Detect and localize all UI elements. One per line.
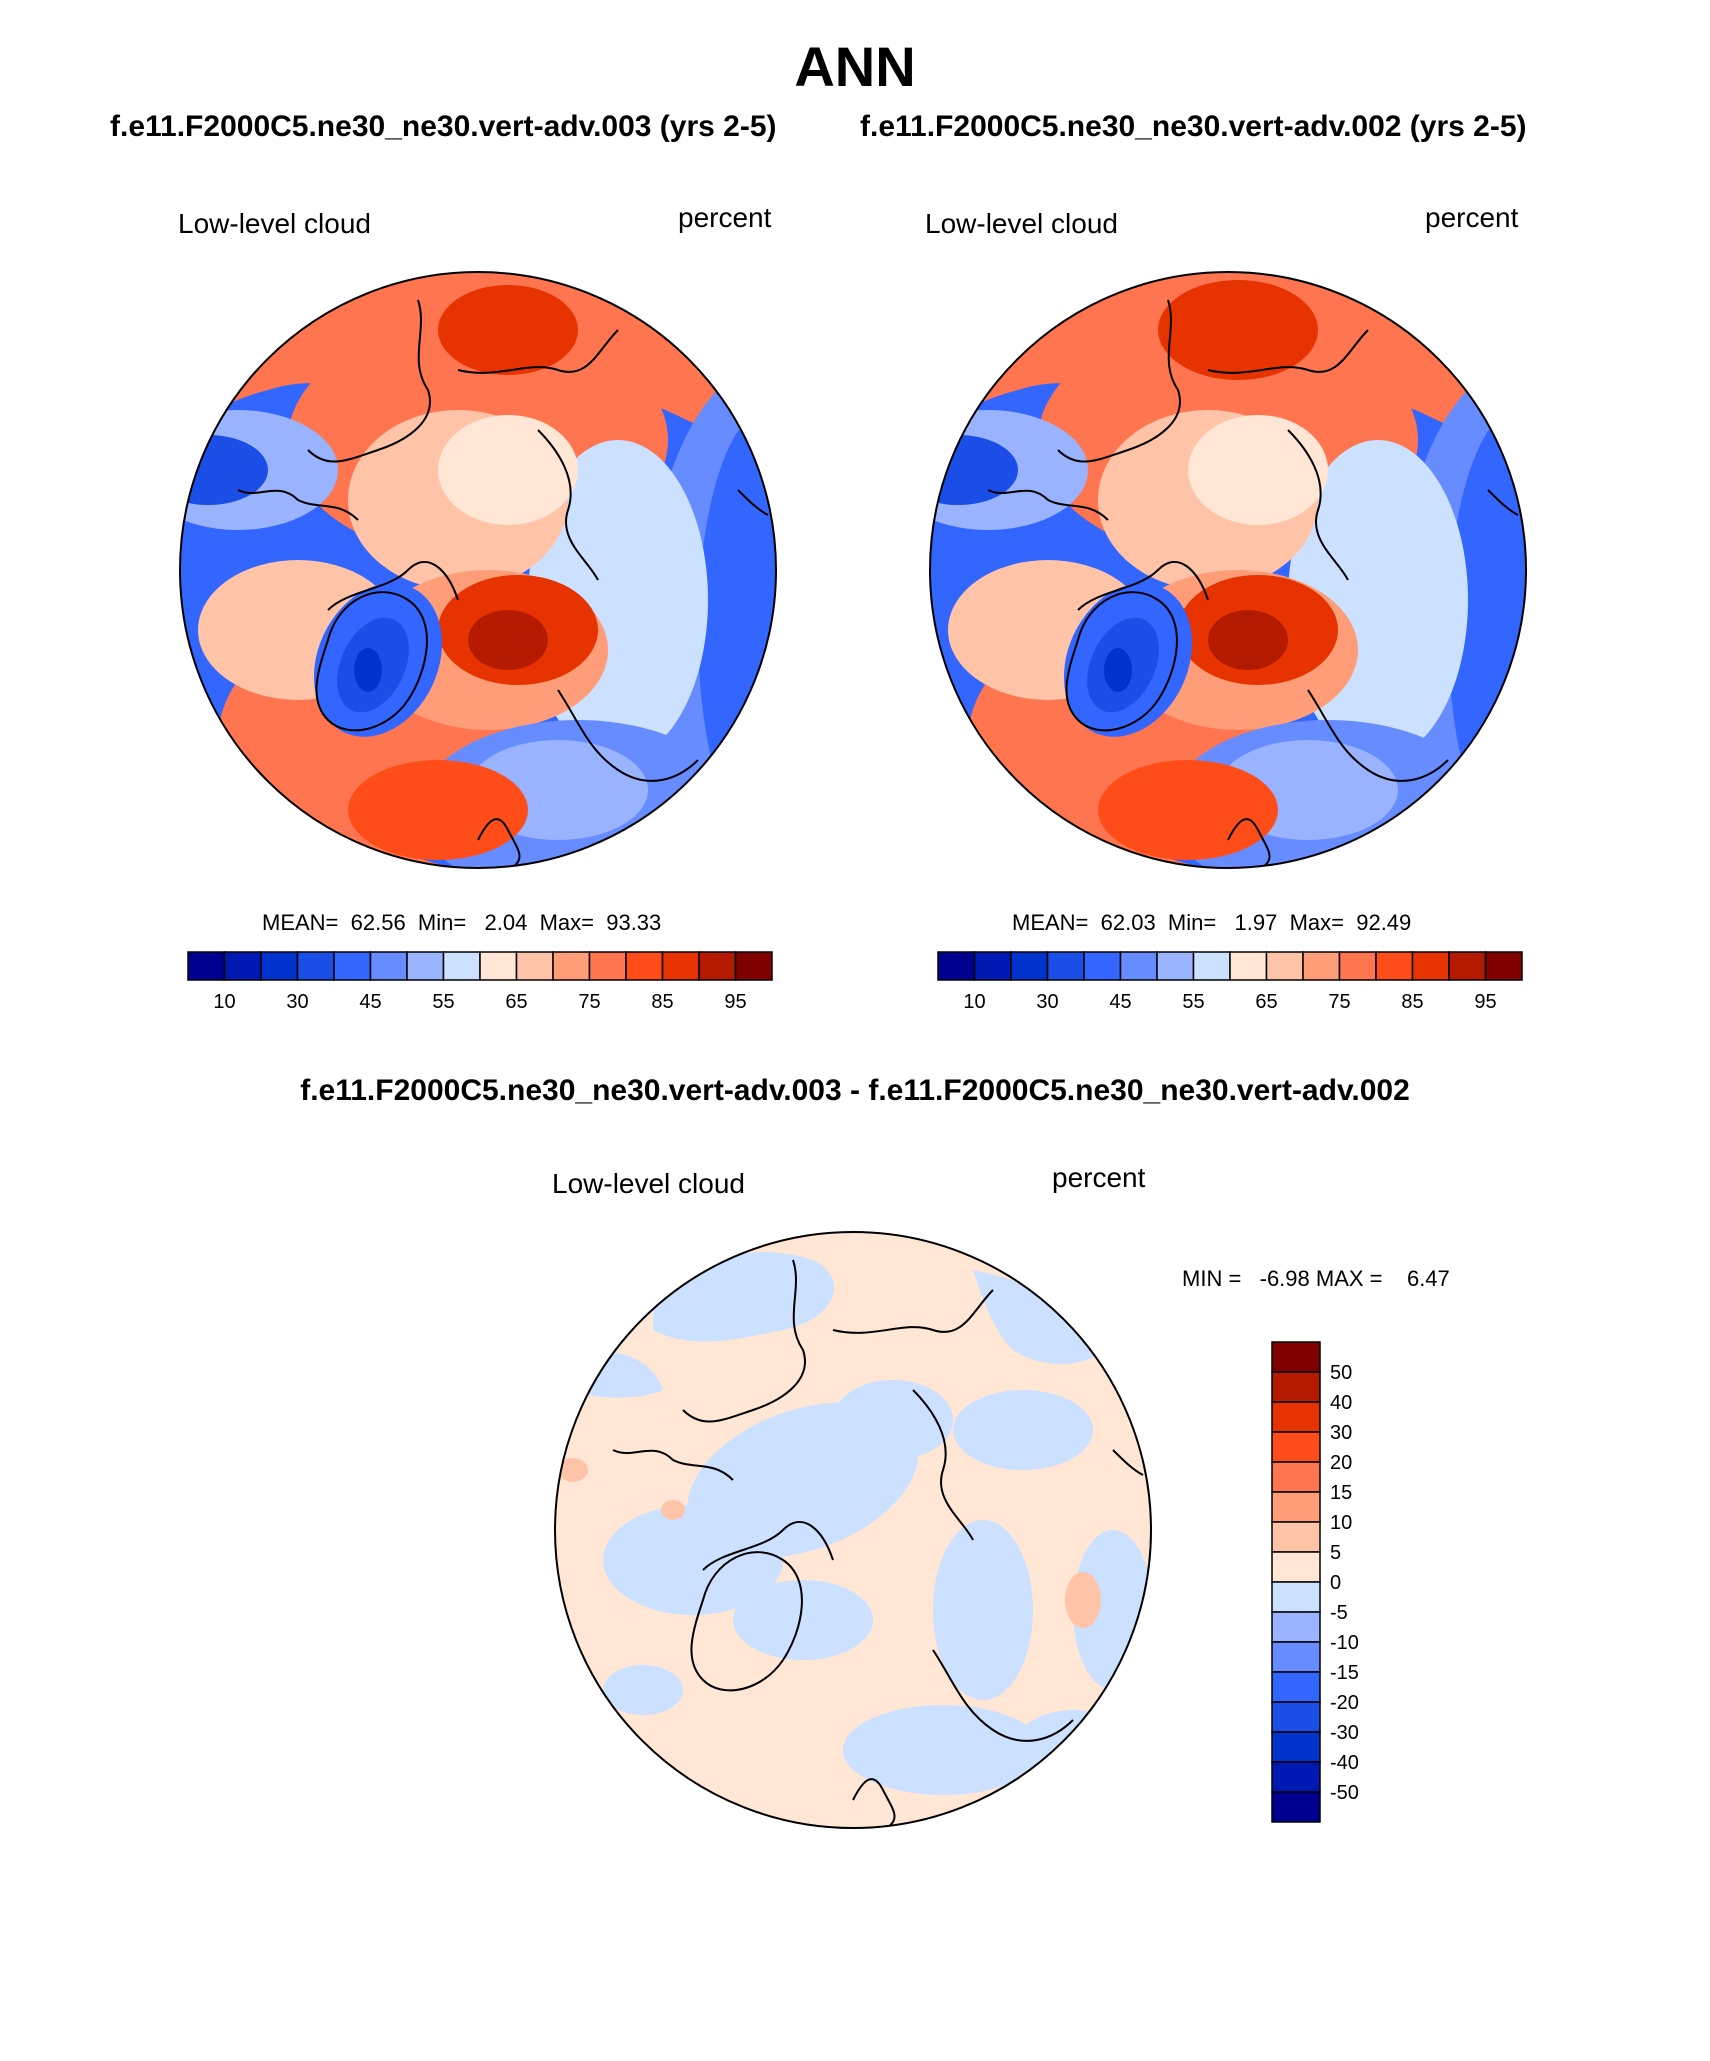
colorbar-box (1119, 951, 1158, 981)
colorbar-box (260, 951, 299, 981)
colorbar-box (296, 951, 335, 981)
colorbar-tick-label: 95 (724, 991, 746, 1013)
colorbar-box (1271, 1431, 1321, 1463)
colorbar-box (223, 951, 262, 981)
colorbar-box (1271, 1761, 1321, 1793)
colorbar-tick-label: 10 (213, 991, 235, 1013)
colorbar-box (479, 951, 518, 981)
colorbar-tick-label: 85 (651, 991, 673, 1013)
colorbar-box (698, 951, 737, 981)
colorbar-box (1448, 951, 1487, 981)
diff-title: f.e11.F2000C5.ne30_ne30.vert-adv.003 - f… (300, 1074, 1410, 1107)
colorbar-box (973, 951, 1012, 981)
colorbar-tick-label: -10 (1330, 1632, 1359, 1654)
panel1-colorbar: 10 30 45 55 65 75 85 95 (187, 951, 773, 1013)
colorbar-box (588, 951, 627, 981)
colorbar-box (552, 951, 591, 981)
colorbar-tick-label: 55 (432, 991, 454, 1013)
colorbar-box (625, 951, 664, 981)
colorbar-box (1484, 951, 1523, 981)
case-title-left: f.e11.F2000C5.ne30_ne30.vert-adv.003 (yr… (110, 110, 777, 143)
colorbar-box (442, 951, 481, 981)
colorbar-tick-label: 75 (578, 991, 600, 1013)
colorbar-box (1192, 951, 1231, 981)
colorbar-box (1010, 951, 1049, 981)
panel2-units: percent (1425, 202, 1519, 233)
colorbar-tick-label: 20 (1330, 1452, 1352, 1474)
colorbar-tick-label: -40 (1330, 1752, 1359, 1774)
colorbar-tick-label: 10 (1330, 1512, 1352, 1534)
colorbar-box (1271, 1461, 1321, 1493)
colorbar-box (1265, 951, 1304, 981)
colorbar-tick-label: -15 (1330, 1662, 1359, 1684)
colorbar-box (1156, 951, 1195, 981)
colorbar-tick-label: 30 (1330, 1422, 1352, 1444)
colorbar-box (1271, 1521, 1321, 1553)
colorbar-box (1229, 951, 1268, 981)
colorbar-box (1411, 951, 1450, 981)
panel2-map (929, 271, 1527, 869)
colorbar-tick-label: 15 (1330, 1482, 1352, 1504)
colorbar-tick-label: 85 (1401, 991, 1423, 1013)
colorbar-box (1338, 951, 1377, 981)
colorbar-box (734, 951, 773, 981)
colorbar-box (1375, 951, 1414, 981)
colorbar-box (1271, 1671, 1321, 1703)
panel1-stats: MEAN= 62.56 Min= 2.04 Max= 93.33 (262, 910, 662, 935)
colorbar-box (1271, 1731, 1321, 1763)
colorbar-box (1271, 1551, 1321, 1583)
colorbar-tick-label: 75 (1328, 991, 1350, 1013)
colorbar-tick-label: -30 (1330, 1722, 1359, 1744)
colorbar-box (1271, 1371, 1321, 1403)
colorbar-tick-label: 45 (1109, 991, 1131, 1013)
case-title-right: f.e11.F2000C5.ne30_ne30.vert-adv.002 (yr… (860, 110, 1527, 143)
colorbar-box (1302, 951, 1341, 981)
colorbar-tick-label: 95 (1474, 991, 1496, 1013)
colorbar-tick-label: 55 (1182, 991, 1204, 1013)
panel3-units: percent (1052, 1162, 1146, 1193)
panel3-map (554, 1231, 1152, 1829)
panel2-colorbar: 10 30 45 55 65 75 85 95 (937, 951, 1523, 1013)
colorbar-tick-label: 5 (1330, 1542, 1341, 1564)
colorbar-tick-label: 65 (505, 991, 527, 1013)
colorbar-box (369, 951, 408, 981)
colorbar-box (1271, 1611, 1321, 1643)
colorbar-box (661, 951, 700, 981)
colorbar-tick-label: -5 (1330, 1602, 1348, 1624)
colorbar-box (1046, 951, 1085, 981)
colorbar-tick-label: 40 (1330, 1392, 1352, 1414)
colorbar-box (406, 951, 445, 981)
panel3-stats: MIN = -6.98 MAX = 6.47 (1182, 1266, 1450, 1291)
colorbar-box (1271, 1491, 1321, 1523)
colorbar-tick-label: 0 (1330, 1572, 1341, 1594)
colorbar-tick-label: 50 (1330, 1362, 1352, 1384)
colorbar-tick-label: 30 (1036, 991, 1058, 1013)
colorbar-tick-label: 30 (286, 991, 308, 1013)
panel1-units: percent (678, 202, 772, 233)
colorbar-tick-label: 65 (1255, 991, 1277, 1013)
panel1-variable: Low-level cloud (178, 208, 371, 239)
colorbar-box (1271, 1701, 1321, 1733)
panel1-map (179, 271, 777, 869)
colorbar-box (333, 951, 372, 981)
panel3-variable: Low-level cloud (552, 1168, 745, 1199)
panel2-stats: MEAN= 62.03 Min= 1.97 Max= 92.49 (1012, 910, 1412, 935)
panel2-variable: Low-level cloud (925, 208, 1118, 239)
colorbar-tick-label: -20 (1330, 1692, 1359, 1714)
colorbar-box (1271, 1401, 1321, 1433)
colorbar-tick-label: -50 (1330, 1782, 1359, 1804)
colorbar-box (1271, 1341, 1321, 1373)
colorbar-box (515, 951, 554, 981)
colorbar-tick-label: 10 (963, 991, 985, 1013)
colorbar-tick-label: 45 (359, 991, 381, 1013)
main-title: ANN (794, 35, 916, 98)
colorbar-box (187, 951, 226, 981)
colorbar-box (1271, 1581, 1321, 1613)
colorbar-box (1083, 951, 1122, 981)
colorbar-box (937, 951, 976, 981)
colorbar-box (1271, 1641, 1321, 1673)
colorbar-box (1271, 1791, 1321, 1823)
